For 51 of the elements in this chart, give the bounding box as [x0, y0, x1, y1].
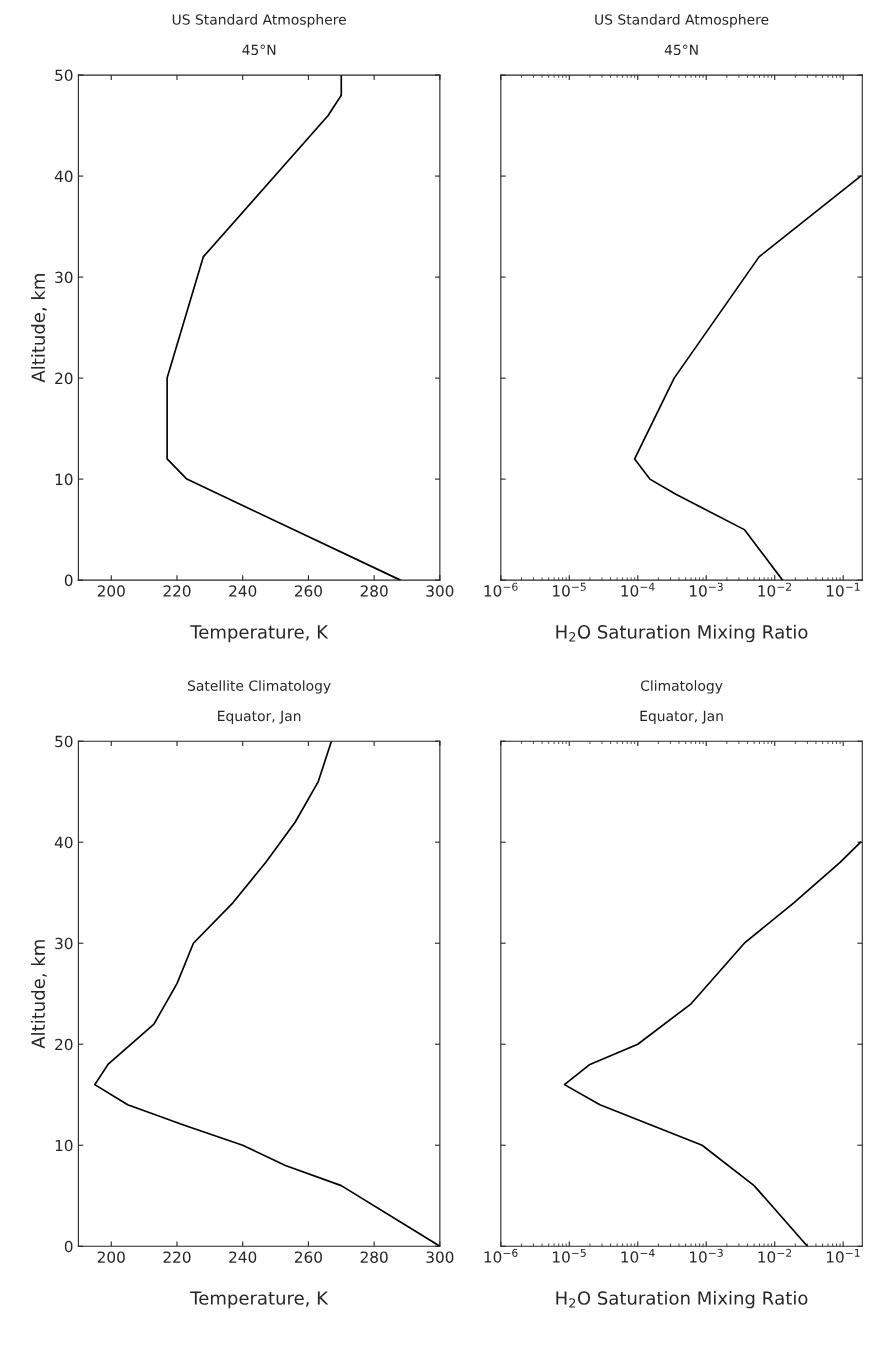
x-tick-label: 10$^{−2}$: [758, 1248, 792, 1263]
x-tick-label: 10$^{−6}$: [484, 582, 518, 597]
y-tick-label: 20: [55, 1038, 73, 1051]
x-tick-label: 260: [294, 1251, 322, 1263]
y-tick-label: 0: [64, 1240, 73, 1253]
x-tick-label: 220: [163, 1251, 191, 1263]
x-tick-label: 10$^{−6}$: [484, 1248, 518, 1263]
x-tick-label: 10$^{−1}$: [826, 1248, 860, 1263]
x-axis-title: H$_{2}$O Saturation Mixing Ratio: [556, 624, 808, 643]
x-tick-label: 280: [360, 585, 388, 597]
y-tick-label: 50: [55, 735, 73, 748]
y-tick-label: 30: [55, 271, 73, 284]
x-tick-label: 10$^{−3}$: [689, 582, 723, 597]
y-tick-label: 40: [54, 836, 73, 849]
x-tick-label: 300: [426, 585, 454, 597]
x-tick-label: 300: [426, 1251, 454, 1263]
x-axis-title: Temperature, K: [190, 625, 329, 643]
y-tick-label: 10: [55, 1139, 73, 1152]
chart-subtitle: Equator, Jan: [218, 710, 301, 724]
y-axis-title: Altitude, km: [31, 940, 47, 1049]
x-tick-label: 10$^{−4}$: [621, 1248, 655, 1263]
y-tick-label: 20: [55, 372, 73, 385]
x-tick-label: 280: [360, 1251, 388, 1263]
line-series: [166, 75, 402, 581]
x-tick-label: 10$^{−5}$: [553, 582, 586, 597]
x-tick-label: 10$^{−2}$: [758, 582, 792, 597]
y-tick-label: 0: [64, 574, 73, 587]
x-tick-label: 240: [229, 1251, 257, 1263]
x-tick-label: 200: [97, 585, 125, 597]
chart-subtitle: 45°N: [242, 44, 276, 56]
x-tick-label: 200: [97, 1251, 125, 1263]
chart-subtitle: Equator, Jan: [640, 710, 723, 724]
chart-title: US Standard Atmosphere: [172, 14, 346, 28]
x-axis-title: H$_{2}$O Saturation Mixing Ratio: [556, 1290, 808, 1309]
x-tick-label: 240: [229, 585, 257, 597]
y-tick-label: 40: [54, 170, 73, 183]
y-tick-label: 30: [55, 937, 73, 950]
y-tick-label: 10: [55, 473, 73, 486]
x-tick-label: 10$^{−5}$: [553, 1248, 586, 1263]
chart-title: US Standard Atmosphere: [595, 14, 769, 28]
x-tick-label: 10$^{−3}$: [689, 1248, 723, 1263]
y-tick-label: 50: [55, 69, 73, 82]
chart-subtitle: 45°N: [664, 44, 698, 56]
y-axis-title: Altitude, km: [31, 274, 47, 383]
chart-title: Climatology: [640, 680, 723, 694]
x-tick-label: 220: [163, 585, 191, 597]
x-tick-label: 260: [294, 585, 322, 597]
chart-title: Satellite Climatology: [187, 680, 331, 694]
x-axis-title: Temperature, K: [190, 1291, 329, 1309]
x-tick-label: 10$^{−1}$: [826, 582, 860, 597]
x-tick-label: 10$^{−4}$: [621, 582, 655, 597]
